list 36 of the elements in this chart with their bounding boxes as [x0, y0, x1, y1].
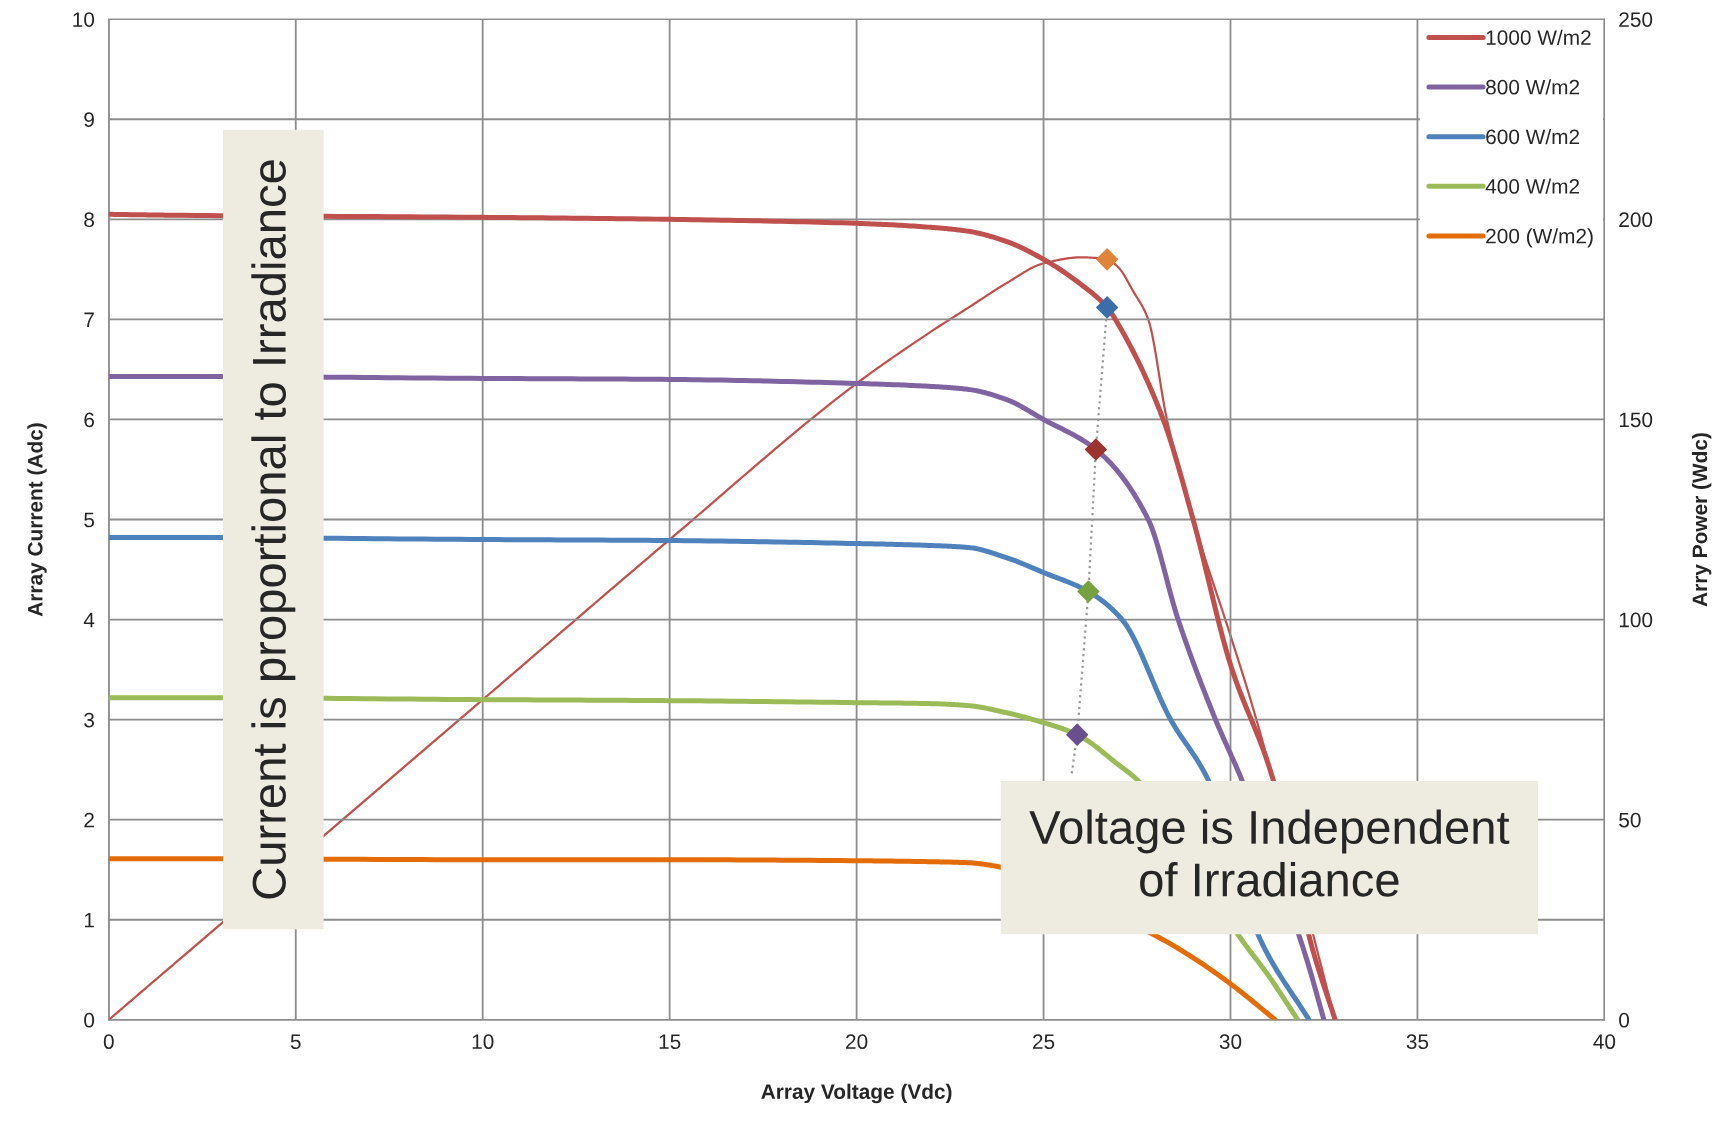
y-axis-title: Array Current (Adc) — [27, 423, 47, 617]
y2-tick-label: 0 — [1619, 1012, 1630, 1028]
legend-label: 800 W/m2 — [1486, 79, 1580, 95]
y-tick-label: 3 — [84, 712, 94, 728]
x-tick-label: 10 — [472, 1034, 494, 1050]
legend-label: 200 (W/m2) — [1486, 228, 1593, 248]
y-tick-label: 1 — [84, 912, 94, 928]
legend-label: 400 W/m2 — [1485, 178, 1580, 194]
y-tick-label: 7 — [84, 312, 94, 327]
y-tick-label: 10 — [73, 12, 95, 27]
y2-tick-label: 100 — [1619, 612, 1653, 628]
legend-label: 600 W/m2 — [1486, 128, 1580, 145]
x-tick-label: 15 — [659, 1034, 681, 1050]
y-tick-label: 0 — [84, 1012, 95, 1028]
y2-tick-label: 250 — [1619, 12, 1653, 27]
y-tick-label: 2 — [84, 812, 94, 828]
y-tick-label: 6 — [84, 412, 94, 428]
y2-axis-title: Arry Power (Wdc) — [1691, 433, 1712, 607]
x-tick-label: 30 — [1219, 1034, 1242, 1050]
y-tick-label: 4 — [83, 612, 95, 628]
x-tick-label: 35 — [1406, 1034, 1429, 1050]
legend-label: 1000 W/m2 — [1486, 29, 1591, 45]
y-tick-label: 8 — [84, 212, 95, 228]
x-tick-label: 20 — [846, 1034, 868, 1050]
annotation: Current is proportional to Irradiance — [251, 160, 296, 899]
x-tick-label: 0 — [103, 1034, 114, 1050]
x-axis-title: Array Voltage (Vdc) — [761, 1083, 952, 1104]
y2-tick-label: 50 — [1619, 812, 1641, 828]
y-tick-label: 5 — [84, 512, 95, 528]
annotation: Voltage is Independent of Irradiance — [1029, 809, 1510, 897]
x-tick-label: 5 — [290, 1034, 301, 1050]
x-tick-label: 40 — [1593, 1034, 1616, 1050]
y-tick-label: 9 — [84, 112, 94, 128]
y2-tick-label: 150 — [1619, 412, 1653, 428]
y2-tick-label: 200 — [1619, 212, 1653, 228]
x-tick-label: 25 — [1033, 1034, 1055, 1050]
